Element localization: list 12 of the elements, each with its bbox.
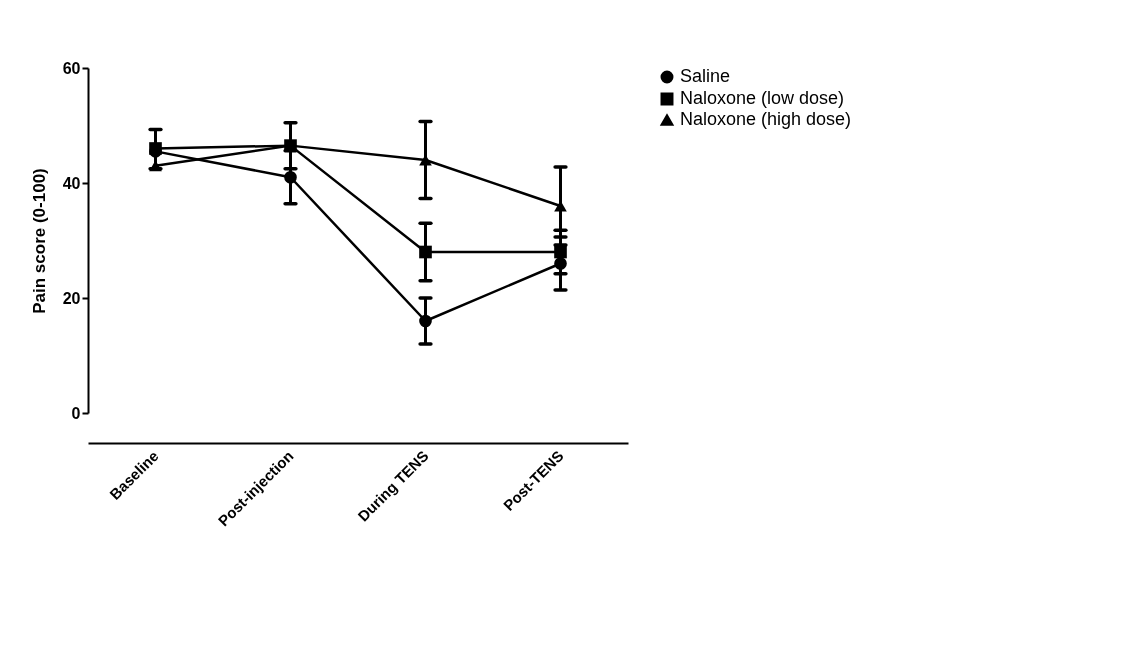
y-axis-title: Pain score (0-100) xyxy=(29,168,49,314)
point xyxy=(419,314,432,328)
y-tick-label: 40 xyxy=(62,174,81,192)
y-tick-label: 60 xyxy=(62,59,81,77)
legend-label: Naloxone (high dose) xyxy=(680,109,852,129)
point xyxy=(419,245,432,259)
point xyxy=(284,170,297,184)
y-tick-label: 20 xyxy=(62,289,81,307)
legend-label: Saline xyxy=(680,66,731,86)
point xyxy=(554,257,567,270)
legend-label: Naloxone (low dose) xyxy=(680,88,845,108)
y-tick-label: 0 xyxy=(71,404,81,422)
